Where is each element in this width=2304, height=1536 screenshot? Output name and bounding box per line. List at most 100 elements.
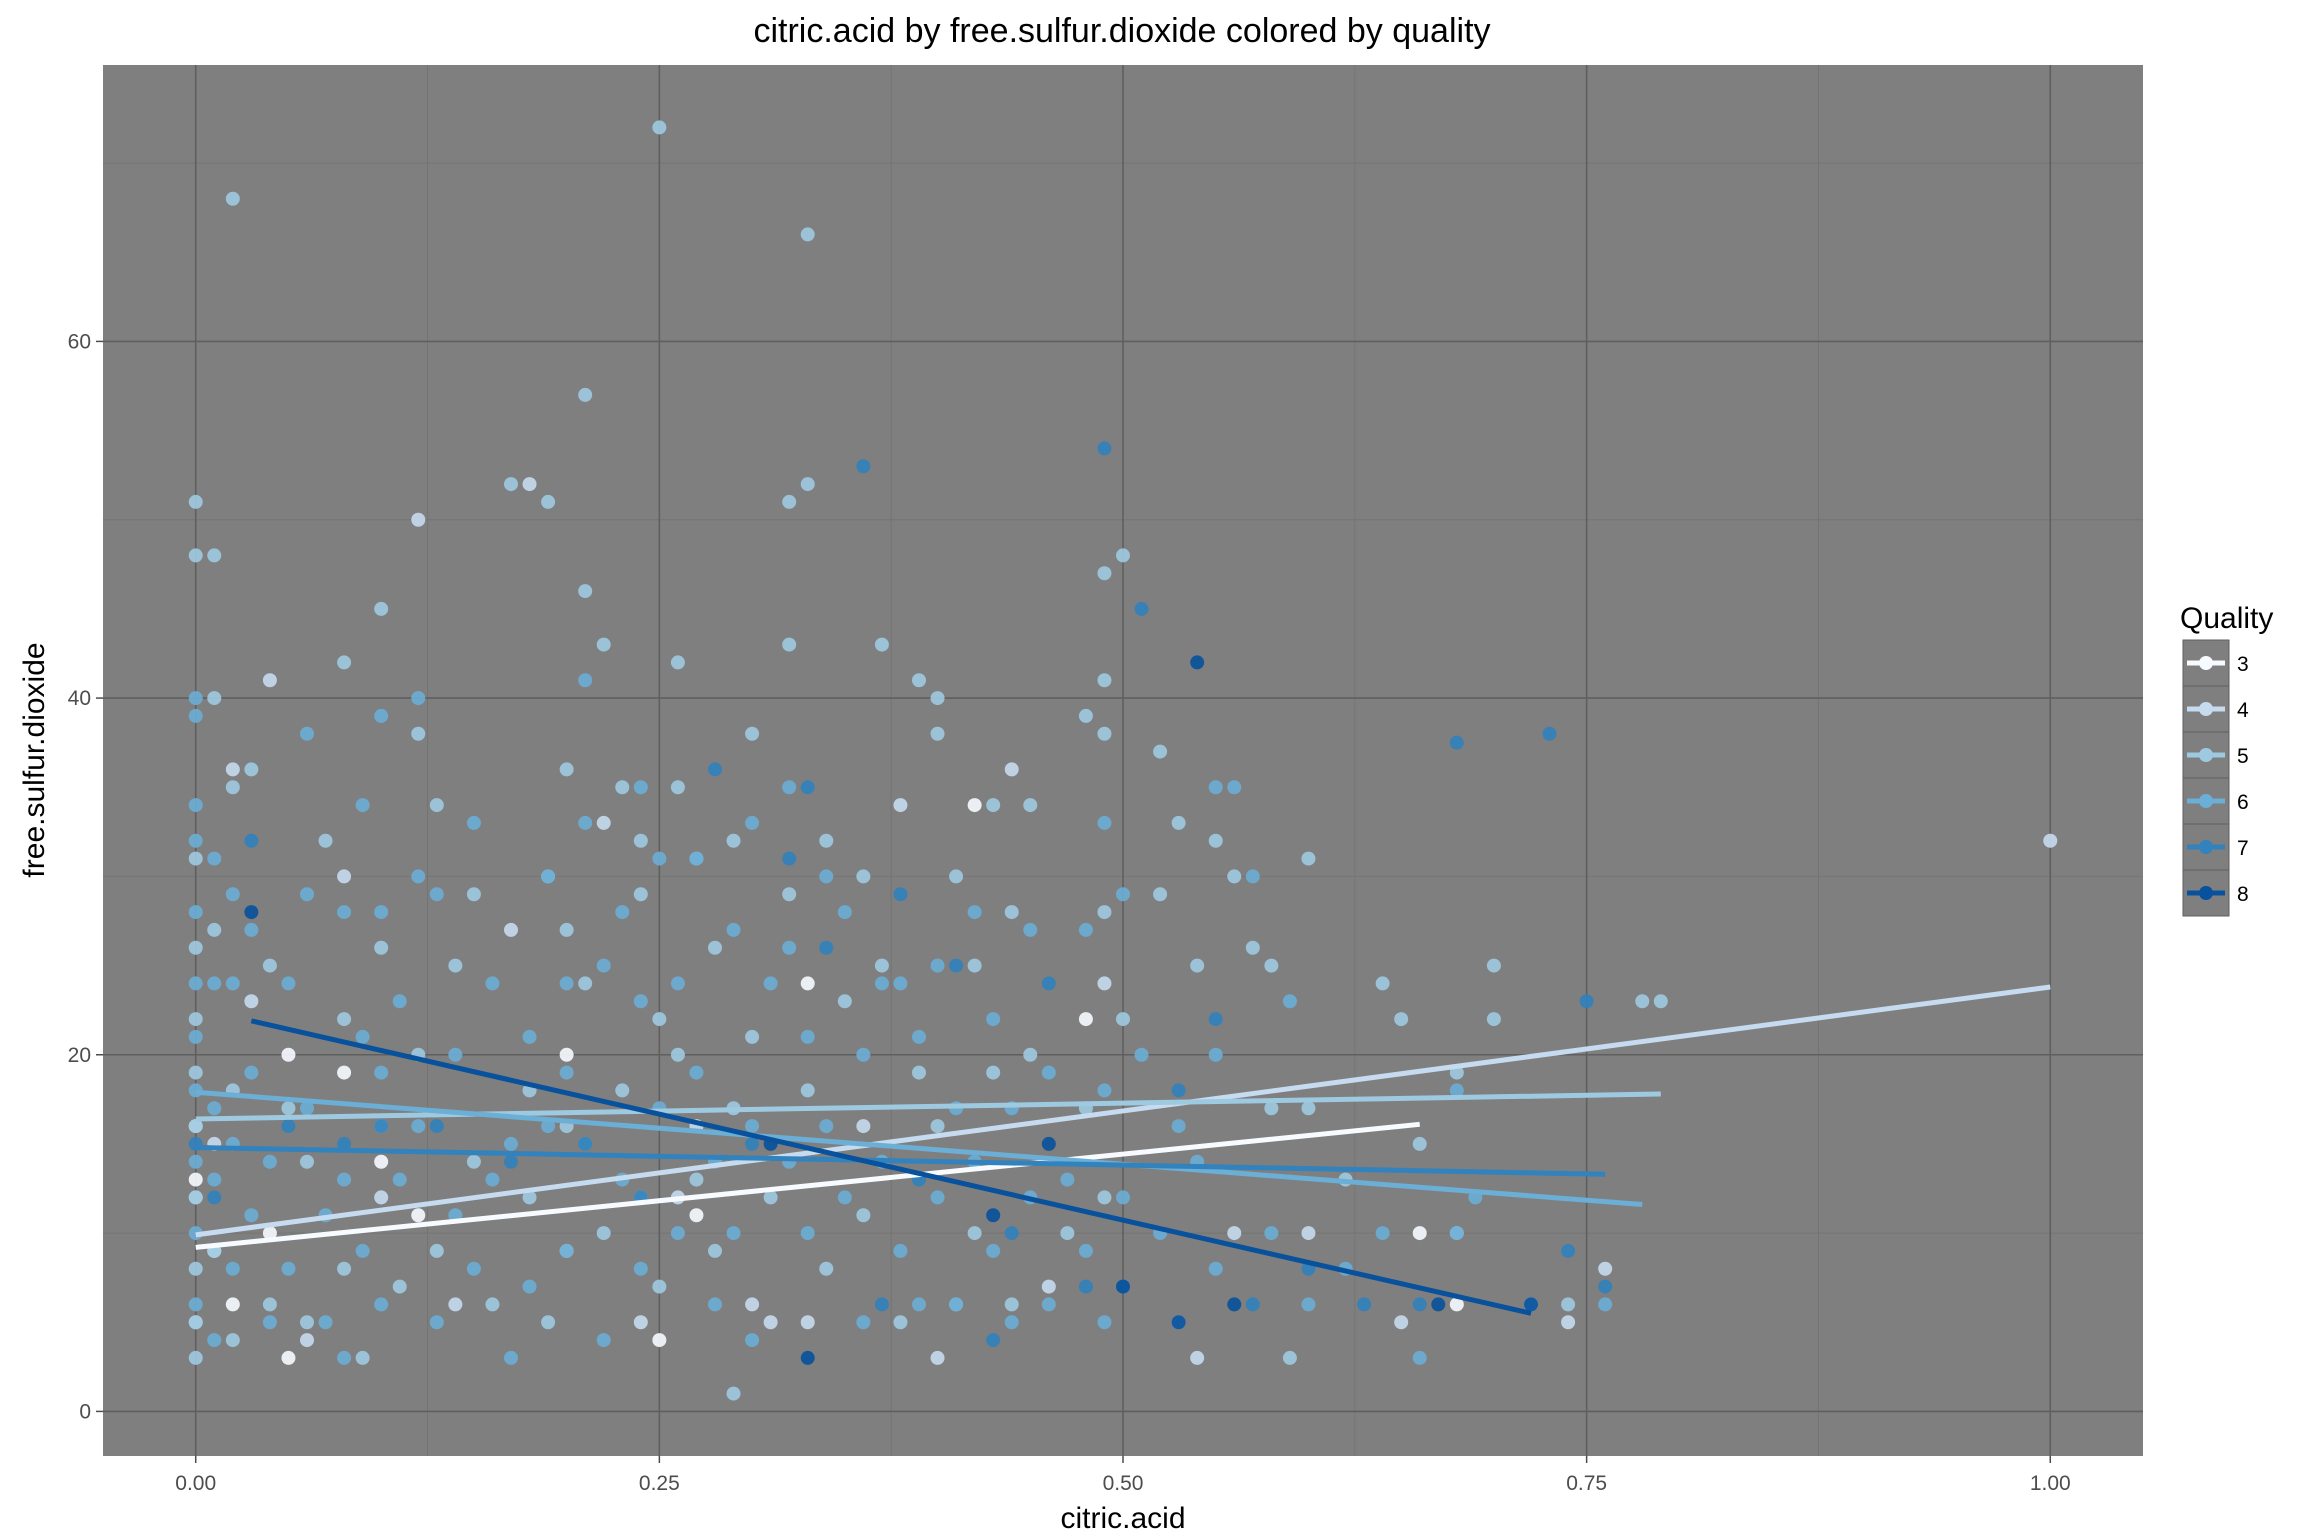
data-point-quality-6 — [188, 798, 203, 813]
data-point-quality-6 — [1004, 1315, 1019, 1330]
data-point-quality-7 — [207, 1190, 222, 1205]
data-point-quality-5 — [225, 191, 240, 206]
data-point-quality-6 — [188, 1029, 203, 1044]
data-point-quality-6 — [1208, 780, 1223, 795]
data-point-quality-6 — [596, 1333, 611, 1348]
data-point-quality-6 — [893, 976, 908, 991]
data-point-quality-6 — [967, 905, 982, 920]
data-point-quality-6 — [578, 815, 593, 830]
data-point-quality-4 — [596, 815, 611, 830]
data-point-quality-5 — [392, 1279, 407, 1294]
x-tick-label: 0.00 — [175, 1472, 216, 1495]
data-point-quality-4 — [1561, 1315, 1576, 1330]
data-point-quality-6 — [1078, 1243, 1093, 1258]
data-point-quality-7 — [429, 1119, 444, 1134]
data-point-quality-6 — [225, 1261, 240, 1276]
data-point-quality-7 — [281, 1119, 296, 1134]
data-point-quality-5 — [782, 637, 797, 652]
data-point-quality-5 — [374, 601, 389, 616]
data-point-quality-6 — [355, 1243, 370, 1258]
data-point-quality-5 — [1486, 958, 1501, 973]
data-point-quality-5 — [504, 477, 518, 492]
trend-layer — [195, 984, 2051, 1316]
data-point-quality-5 — [633, 833, 648, 848]
data-point-quality-6 — [893, 1243, 908, 1258]
data-point-quality-8 — [1524, 1297, 1538, 1312]
data-point-quality-6 — [689, 851, 704, 866]
data-point-quality-7 — [1449, 735, 1464, 750]
data-point-quality-6 — [782, 940, 797, 955]
data-point-quality-5 — [874, 958, 889, 973]
data-point-quality-4 — [448, 1297, 463, 1312]
data-point-quality-5 — [1023, 798, 1038, 813]
data-point-quality-7 — [949, 958, 964, 973]
data-point-quality-6 — [874, 976, 889, 991]
y-tick-label: 40 — [68, 687, 91, 710]
data-point-quality-3 — [1078, 1012, 1093, 1027]
data-point-quality-5 — [559, 922, 574, 937]
legend-label-5: 5 — [2237, 745, 2249, 768]
data-point-quality-7 — [1561, 1243, 1576, 1258]
data-point-quality-6 — [726, 922, 741, 937]
data-point-quality-6 — [429, 887, 444, 902]
data-point-quality-5 — [318, 833, 333, 848]
data-point-quality-5 — [300, 1154, 314, 1169]
data-point-quality-6 — [188, 905, 203, 920]
y-tick-label: 60 — [68, 330, 91, 353]
data-point-quality-5 — [188, 940, 203, 955]
data-point-quality-5 — [652, 120, 667, 135]
data-point-quality-5 — [1653, 994, 1668, 1009]
data-point-quality-5 — [1116, 548, 1130, 563]
data-point-quality-6 — [819, 869, 834, 884]
data-point-quality-6 — [1375, 1226, 1390, 1241]
legend-label-3: 3 — [2237, 653, 2249, 676]
data-point-quality-5 — [541, 494, 556, 509]
data-point-quality-5 — [633, 887, 648, 902]
data-point-quality-5 — [207, 548, 222, 563]
data-point-quality-4 — [930, 1350, 945, 1365]
data-point-quality-5 — [1097, 905, 1112, 920]
data-point-quality-3 — [967, 798, 982, 813]
data-point-quality-5 — [986, 1065, 1001, 1080]
data-point-quality-6 — [281, 1261, 296, 1276]
data-point-quality-5 — [225, 780, 240, 795]
data-point-quality-8 — [1171, 1315, 1186, 1330]
data-point-quality-5 — [188, 1119, 203, 1134]
data-point-quality-7 — [1041, 976, 1056, 991]
data-point-quality-6 — [281, 976, 296, 991]
data-point-quality-6 — [800, 1226, 815, 1241]
data-point-quality-6 — [188, 1154, 203, 1169]
data-point-quality-6 — [225, 887, 240, 902]
y-axis-title: free.sulfur.dioxide — [18, 642, 51, 877]
data-point-quality-5 — [1004, 1297, 1019, 1312]
data-point-quality-6 — [504, 1136, 518, 1151]
legend: Quality 3 4 5 6 7 8 — [2180, 602, 2273, 917]
trend-line-quality-3 — [195, 1121, 1420, 1250]
data-point-quality-6 — [411, 691, 426, 706]
data-point-quality-6 — [578, 673, 593, 688]
data-point-quality-5 — [1264, 1101, 1279, 1116]
data-point-quality-5 — [967, 958, 982, 973]
data-point-quality-6 — [912, 1029, 926, 1044]
data-point-quality-7 — [782, 851, 797, 866]
data-point-quality-4 — [300, 1333, 314, 1348]
data-point-quality-6 — [1449, 1083, 1464, 1098]
data-point-quality-6 — [485, 1172, 500, 1187]
data-point-quality-5 — [1097, 726, 1112, 741]
data-point-quality-6 — [188, 976, 203, 991]
data-point-quality-6 — [745, 1119, 760, 1134]
data-point-quality-3 — [374, 1154, 389, 1169]
data-point-quality-4 — [262, 673, 277, 688]
data-point-quality-5 — [782, 494, 797, 509]
data-point-quality-6 — [1208, 1261, 1223, 1276]
data-point-quality-6 — [559, 976, 574, 991]
data-point-quality-6 — [188, 833, 203, 848]
data-point-quality-5 — [225, 1333, 240, 1348]
data-point-quality-5 — [188, 1315, 203, 1330]
data-point-quality-6 — [559, 1243, 574, 1258]
data-point-quality-5 — [782, 887, 797, 902]
data-point-quality-6 — [300, 726, 314, 741]
legend-label-7: 7 — [2237, 837, 2249, 860]
data-point-quality-5 — [745, 1029, 760, 1044]
data-point-quality-7 — [819, 940, 834, 955]
